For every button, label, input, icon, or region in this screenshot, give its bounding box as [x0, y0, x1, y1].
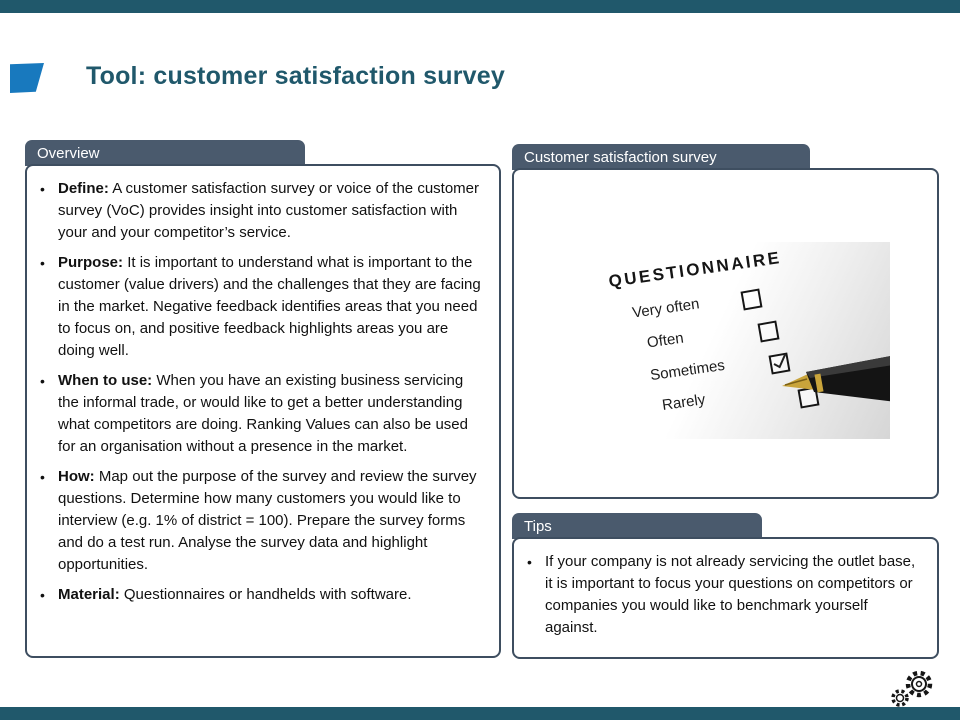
bullet-marker: • [40, 587, 45, 603]
checkbox-icon [768, 352, 791, 375]
list-item: • If your company is not already servici… [527, 551, 924, 639]
survey-header-label: Customer satisfaction survey [524, 148, 717, 166]
list-item: • Define: A customer satisfaction survey… [40, 178, 486, 244]
overview-panel-header: Overview [25, 140, 305, 166]
bullet-body: Map out the purpose of the survey and re… [58, 468, 477, 573]
bullet-text: How: Map out the purpose of the survey a… [58, 466, 486, 576]
bullet-marker: • [527, 554, 532, 570]
tips-header-label: Tips [524, 517, 552, 535]
tips-panel: • If your company is not already servici… [512, 537, 939, 659]
tips-bullet-list: • If your company is not already servici… [514, 539, 937, 647]
bullet-text: If your company is not already servicing… [545, 553, 916, 636]
bullet-lead: Purpose: [58, 254, 124, 271]
top-bar [0, 0, 960, 13]
list-item: • When to use: When you have an existing… [40, 370, 486, 458]
bullet-marker: • [40, 181, 45, 197]
questionnaire-image: QUESTIONNAIRE Very often Often Sometimes… [570, 242, 890, 439]
questionnaire-option: Very often [631, 295, 701, 322]
logo-mark [10, 63, 44, 93]
overview-bullet-list: • Define: A customer satisfaction survey… [27, 166, 499, 614]
bullet-marker: • [40, 469, 45, 485]
list-item: • Purpose: It is important to understand… [40, 252, 486, 362]
questionnaire-title: QUESTIONNAIRE [607, 247, 783, 292]
bullet-lead: How: [58, 468, 95, 485]
gears-icon [891, 670, 933, 707]
pen-icon [782, 356, 890, 402]
bullet-body: A customer satisfaction survey or voice … [58, 180, 480, 241]
overview-panel: • Define: A customer satisfaction survey… [25, 164, 501, 658]
bullet-marker: • [40, 373, 45, 389]
bottom-bar [0, 707, 960, 720]
bullet-body: It is important to understand what is im… [58, 254, 481, 359]
bullet-text: Purpose: It is important to understand w… [58, 252, 486, 362]
list-item: • How: Map out the purpose of the survey… [40, 466, 486, 576]
bullet-text: Material: Questionnaires or handhelds wi… [58, 584, 412, 606]
questionnaire-option: Rarely [661, 391, 707, 414]
bullet-text: Define: A customer satisfaction survey o… [58, 178, 486, 244]
page-title: Tool: customer satisfaction survey [86, 62, 505, 90]
questionnaire-option: Sometimes [649, 356, 726, 385]
checkbox-icon [757, 320, 780, 343]
bullet-lead: When to use: [58, 372, 153, 389]
survey-panel-header: Customer satisfaction survey [512, 144, 810, 170]
bullet-lead: Define: [58, 180, 109, 197]
bullet-body: When you have an existing business servi… [58, 372, 468, 455]
survey-panel: QUESTIONNAIRE Very often Often Sometimes… [512, 168, 939, 499]
checkmark-icon [773, 353, 787, 369]
questionnaire-option: Often [645, 329, 685, 352]
tips-panel-header: Tips [512, 513, 762, 539]
checkbox-icon [740, 288, 763, 311]
list-item: • Material: Questionnaires or handhelds … [40, 584, 486, 606]
bullet-text: When to use: When you have an existing b… [58, 370, 486, 458]
bullet-body: Questionnaires or handhelds with softwar… [123, 586, 412, 603]
bullet-lead: Material: [58, 586, 120, 603]
bullet-marker: • [40, 255, 45, 271]
overview-header-label: Overview [37, 144, 100, 162]
